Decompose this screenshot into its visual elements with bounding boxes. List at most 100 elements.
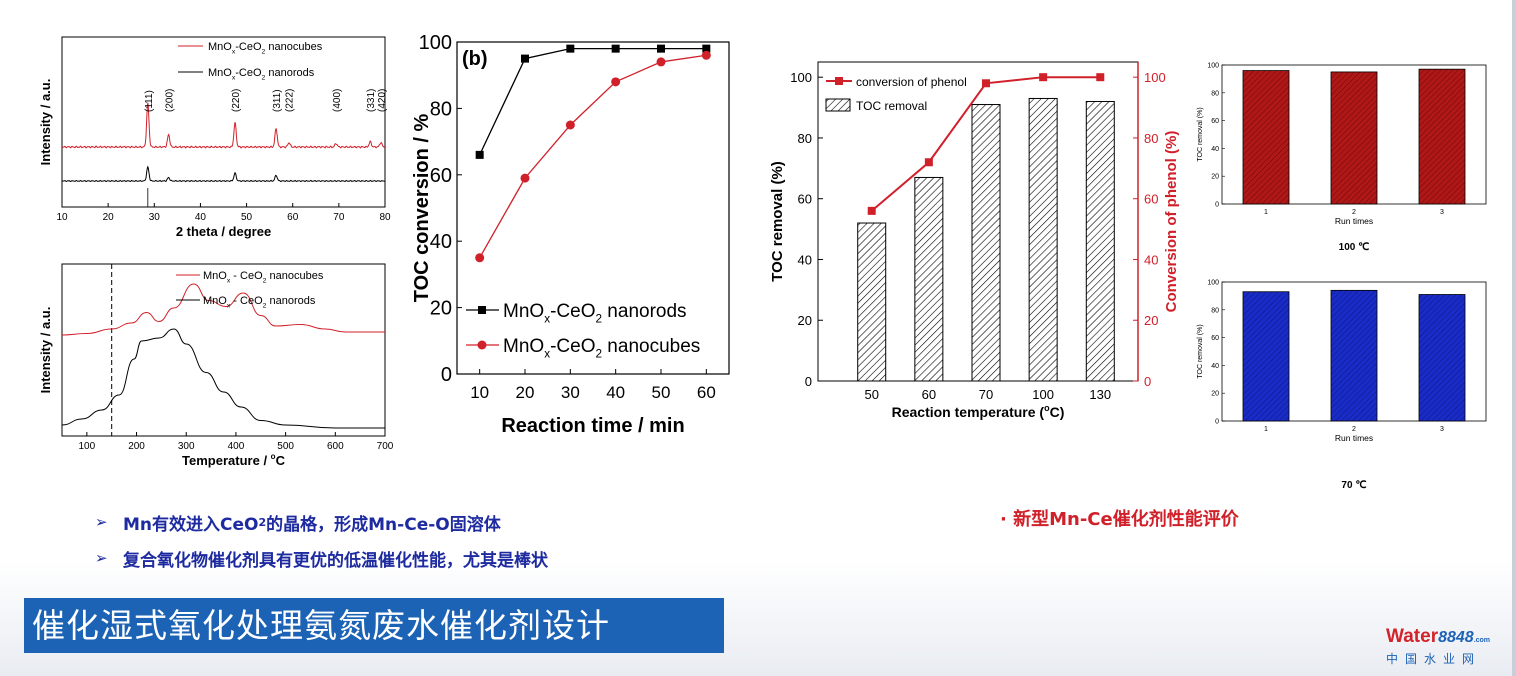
y-tick-label: 80 [798, 131, 812, 146]
peak-label: (331) [366, 89, 377, 112]
plot-frame [456, 41, 730, 375]
series-line [61, 102, 386, 149]
data-point [924, 158, 933, 167]
dot-bullet-icon: · [1000, 509, 1014, 530]
y-tick-label: 20 [1211, 174, 1219, 181]
x-tick-label: 60 [287, 212, 299, 223]
bar [1242, 291, 1290, 422]
y-tick-label-right: 100 [1144, 70, 1166, 85]
data-point [520, 173, 530, 183]
data-point [982, 79, 990, 88]
data-point [565, 120, 575, 130]
y-axis-label: TOC removal (%) [1197, 107, 1204, 161]
peak-label: (222) [285, 89, 296, 112]
logo: Water8848.com 中国水业网 [1386, 626, 1506, 672]
y-tick-label: 80 [430, 98, 452, 120]
logo-domain: .com [1473, 637, 1491, 644]
chart-caption: 100 ℃ [1339, 242, 1370, 253]
bar [1028, 97, 1058, 382]
bullet-list: ➢ Mn有效进入CeO 2 的晶格，形成Mn-Ce-O固溶体 ➢ 复合氧化物催化剂具… [95, 504, 548, 576]
slide-title-text: 催化湿式氧化处理氨氮废水催化剂设计 [32, 606, 610, 645]
legend-marker [477, 340, 487, 350]
data-point [611, 77, 621, 87]
y-tick-label: 0 [1215, 202, 1219, 209]
data-point [867, 206, 876, 215]
legend-label: conversion of phenol [856, 75, 967, 89]
x-tick-label: 3 [1440, 209, 1444, 216]
data-point [656, 57, 666, 67]
series-line [61, 283, 385, 336]
x-axis-label: 2 theta / degree [176, 224, 271, 239]
x-tick-label: 2 [1352, 209, 1356, 216]
bar [971, 104, 1001, 382]
y-tick-label: 40 [430, 231, 452, 253]
y-tick-label: 0 [441, 364, 452, 386]
series-line [61, 328, 385, 429]
data-point [657, 44, 665, 53]
x-tick-label: 60 [697, 383, 716, 402]
series-line [479, 47, 707, 156]
x-tick-label: 2 [1352, 426, 1356, 433]
y-tick-label: 60 [430, 165, 452, 187]
toc-time-chart: 10 20 30 40 50 60 0 20 40 60 80 100 (b) Reaction time… [411, 32, 730, 437]
bullet-text-post: 的晶格，形成Mn-Ce-O固溶体 [266, 514, 501, 535]
y-axis-label-right: Conversion of phenol (%) [1163, 131, 1180, 313]
y-tick-label: 40 [1211, 146, 1219, 153]
bullet-item: ➢ 复合氧化物催化剂具有更优的低温催化性能，尤其是棒状 [95, 540, 548, 576]
bullet-item: ➢ Mn有效进入CeO 2 的晶格，形成Mn-Ce-O固溶体 [95, 504, 548, 540]
y-tick-label: 80 [1211, 307, 1219, 314]
x-tick-label: 60 [922, 387, 936, 402]
xrd-chart: 10 20 30 40 50 60 70 80 2 theta / degree Intensit… [38, 36, 391, 239]
slide-edge [1512, 0, 1516, 676]
x-tick-label: 80 [379, 212, 391, 223]
data-point [1039, 73, 1048, 82]
x-tick-label: 10 [56, 212, 68, 223]
toc-temperature-chart: 0 0 20 20 40 40 60 60 80 80 100 100 50 60 70 100 130 Reac… [769, 61, 1180, 420]
tpr-chart: 100 200 300 400 500 600 700 Temperature / oC Int… [38, 263, 394, 468]
y-tick-label: 20 [798, 313, 812, 328]
data-point [701, 50, 711, 60]
y-axis-label: Intensity / a.u. [38, 307, 53, 394]
x-tick-label: 200 [128, 441, 145, 452]
y-tick-label: 40 [1211, 363, 1219, 370]
y-tick-label-right: 20 [1144, 313, 1158, 328]
series-line [479, 54, 707, 259]
x-tick-label: 20 [103, 212, 115, 223]
evaluation-bullet: · 新型Mn-Ce催化剂性能评价 [1000, 505, 1239, 531]
x-tick-label: 300 [178, 441, 195, 452]
chart-caption: 70 ℃ [1341, 480, 1366, 491]
x-tick-label: 30 [149, 212, 161, 223]
data-point [475, 253, 485, 263]
x-tick-label: 600 [327, 441, 344, 452]
x-axis-label: Reaction time / min [501, 415, 684, 437]
legend-label: MnOx-CeO2 nanocubes [503, 336, 700, 361]
x-axis-label: Run times [1335, 216, 1373, 226]
y-axis-label: Intensity / a.u. [38, 79, 53, 166]
bullet-text: 复合氧化物催化剂具有更优的低温催化性能，尤其是棒状 [123, 550, 548, 571]
legend-label: MnOx-CeO2 nanorods [208, 67, 315, 81]
y-tick-label: 80 [1211, 90, 1219, 97]
y-axis-label: TOC removal (%) [769, 161, 786, 282]
x-tick-label: 1 [1264, 426, 1268, 433]
legend-label: MnOx-CeO2 nanocubes [208, 41, 323, 55]
logo-brand: Water [1386, 626, 1439, 647]
data-point [611, 44, 620, 53]
legend-label: MnOx - CeO2 nanocubes [203, 270, 324, 284]
x-tick-label: 1 [1264, 209, 1268, 216]
x-tick-label: 100 [1032, 387, 1054, 402]
x-tick-label: 3 [1440, 426, 1444, 433]
arrow-bullet-icon: ➢ [95, 549, 108, 567]
bar [1418, 68, 1466, 205]
legend-marker [835, 77, 843, 85]
x-axis-label: Temperature / oC [182, 452, 286, 468]
legend-label: MnOx - CeO2 nanorods [203, 295, 316, 309]
bullet-text-sub: 2 [258, 515, 267, 529]
data-point [566, 44, 575, 53]
x-tick-label: 50 [241, 212, 253, 223]
y-tick-label: 60 [1211, 335, 1219, 342]
slide-title: 催化湿式氧化处理氨氮废水催化剂设计 [24, 598, 724, 653]
data-point [475, 150, 484, 159]
legend-marker [478, 306, 486, 314]
x-tick-label: 700 [377, 441, 394, 452]
bar [1242, 70, 1290, 205]
